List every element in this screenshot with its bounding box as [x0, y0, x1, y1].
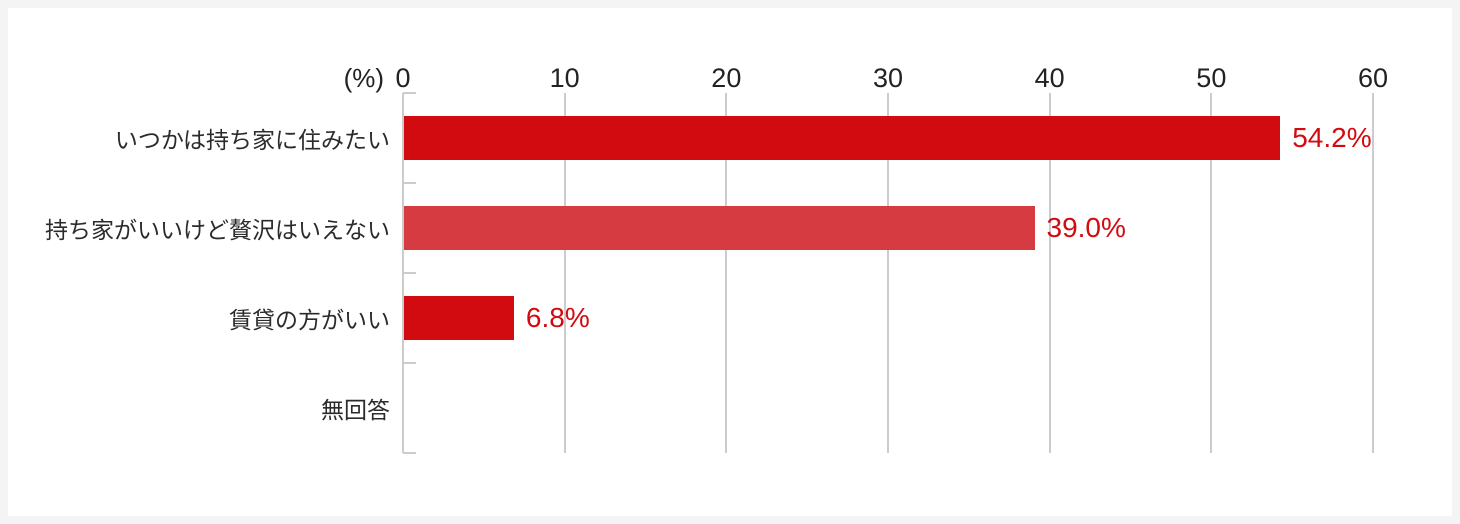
category-label: 持ち家がいいけど贅沢はいえない: [45, 217, 390, 243]
bar: [404, 296, 514, 340]
y-axis-tick: [403, 452, 416, 454]
x-gridline: [725, 93, 728, 453]
x-axis-tick-label: 40: [1034, 63, 1065, 93]
y-axis-tick: [403, 92, 416, 94]
x-axis-tick-label: 60: [1357, 63, 1389, 93]
y-axis-tick: [403, 362, 416, 364]
x-gridline: [1210, 93, 1213, 453]
bar: [404, 116, 1281, 160]
category-label: いつかは持ち家に住みたい: [114, 127, 390, 153]
bar-value-label: 6.8%: [525, 302, 590, 333]
bar-value-label: 39.0%: [1046, 212, 1126, 243]
y-axis-tick: [403, 182, 416, 184]
x-gridline: [563, 93, 566, 453]
x-gridline: [1048, 93, 1051, 453]
x-axis-tick-label: 10: [549, 63, 580, 93]
x-axis-tick-label: 30: [872, 63, 904, 93]
x-axis-tick-label: 0: [395, 63, 411, 93]
x-gridline: [887, 93, 889, 453]
y-axis-tick: [403, 272, 416, 274]
x-axis-tick-label: 50: [1196, 63, 1227, 93]
x-axis-tick-label: 20: [711, 63, 742, 93]
axis-unit-label: (%): [343, 63, 384, 93]
category-label: 賃貸の方がいい: [229, 307, 390, 333]
category-label: 無回答: [321, 397, 390, 423]
bar-value-label: 54.2%: [1292, 122, 1372, 153]
bar: [404, 206, 1035, 250]
x-gridline: [1372, 93, 1374, 453]
